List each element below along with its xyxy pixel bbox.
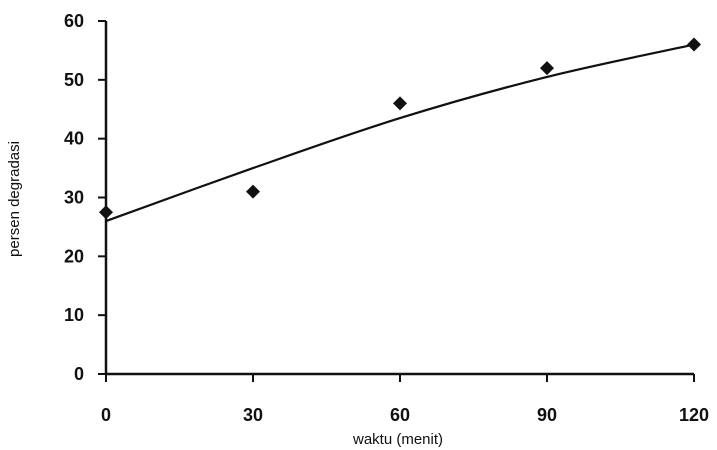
x-axis-ticks: 0 30 60 90 120: [101, 374, 709, 425]
x-axis-title: waktu (menit): [352, 431, 443, 448]
data-point-marker: [99, 205, 113, 220]
y-axis-ticks: 0 10 20 30 40 50 60: [64, 11, 106, 384]
y-tick-label: 10: [64, 305, 84, 325]
y-tick-label: 60: [64, 11, 84, 31]
y-tick-label: 50: [64, 70, 84, 90]
y-axis-title: persen degradasi: [6, 141, 23, 257]
data-point-marker: [393, 96, 407, 111]
data-points: [99, 37, 701, 220]
y-tick-label: 0: [74, 364, 84, 384]
x-tick-label: 120: [679, 405, 709, 425]
data-point-marker: [246, 184, 260, 199]
x-tick-label: 30: [243, 405, 263, 425]
data-point-marker: [540, 61, 554, 76]
y-tick-label: 30: [64, 188, 84, 208]
x-tick-label: 0: [101, 405, 111, 425]
y-tick-label: 40: [64, 129, 84, 149]
data-point-marker: [687, 37, 701, 52]
x-tick-label: 90: [537, 405, 557, 425]
trendline: [105, 43, 695, 223]
y-tick-label: 20: [64, 246, 84, 266]
x-tick-label: 60: [390, 405, 410, 425]
